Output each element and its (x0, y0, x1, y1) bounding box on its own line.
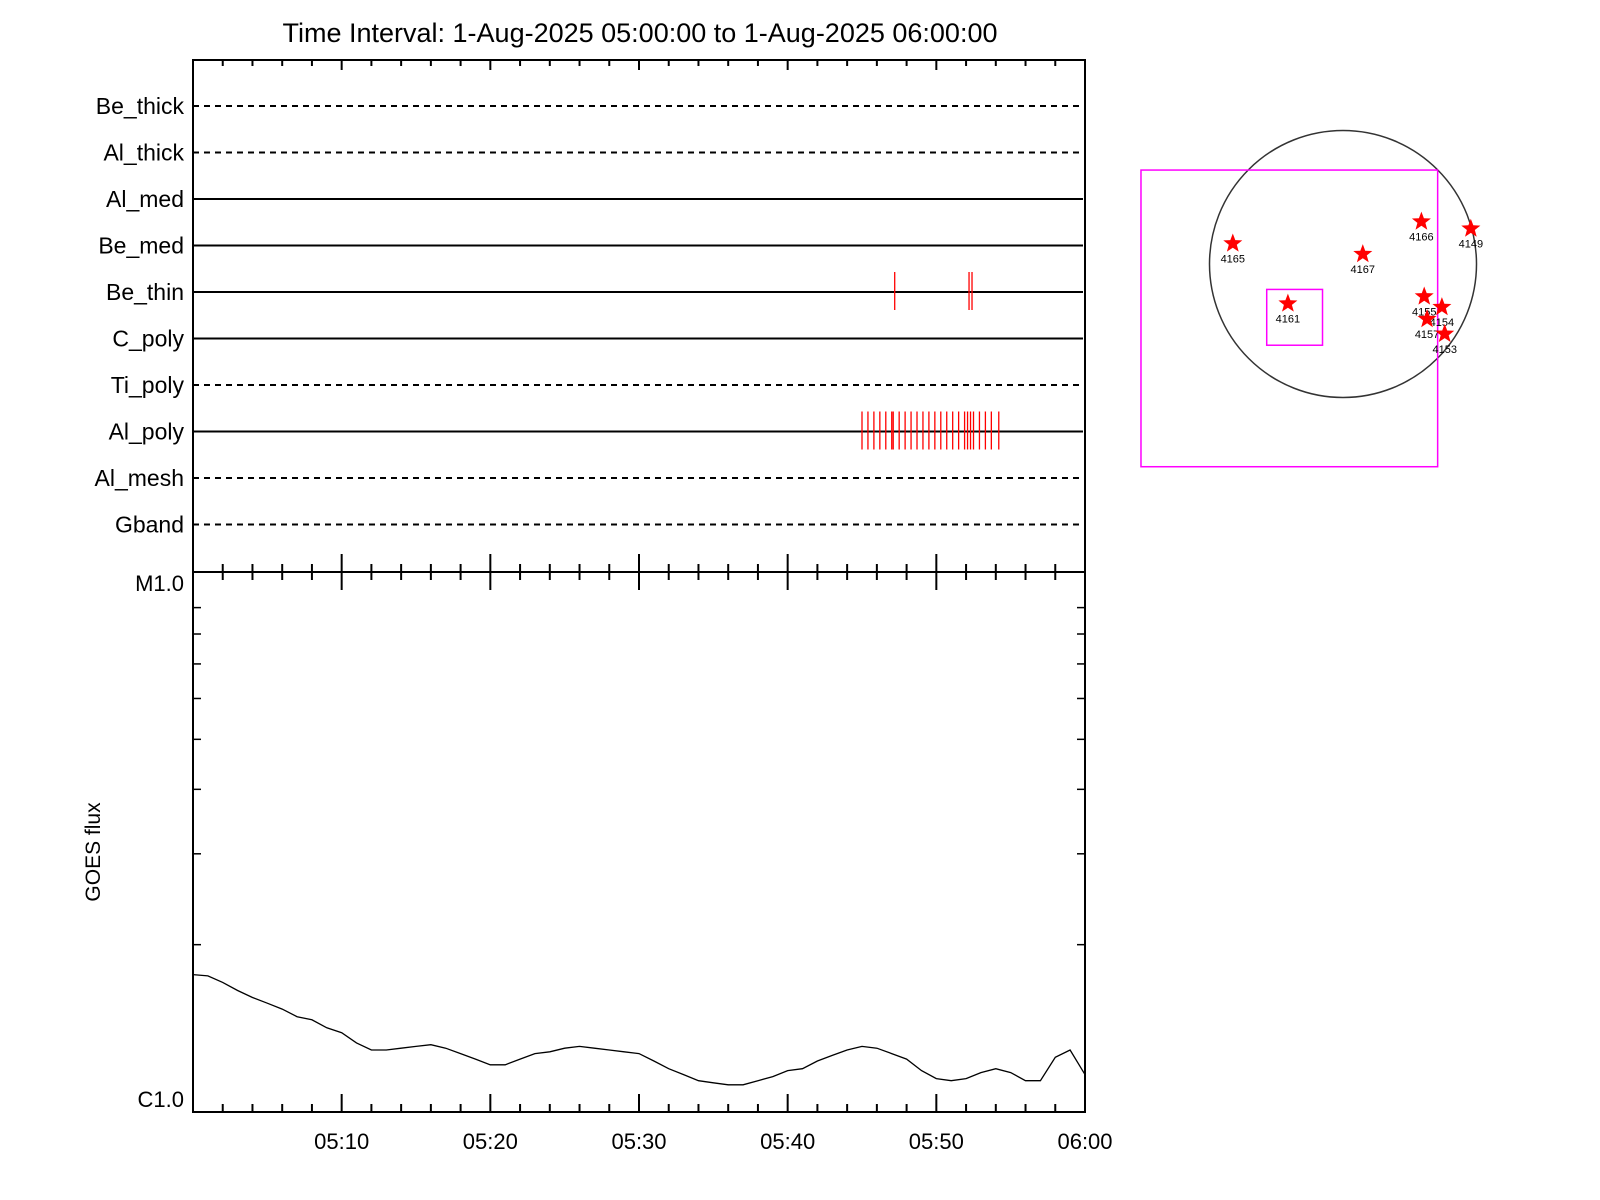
goes-flux-curve (192, 973, 1086, 1086)
goes-frame (192, 571, 1086, 1113)
x-tick-label-05:30: 05:30 (611, 1129, 666, 1154)
region-label-4155: 4155 (1412, 306, 1436, 318)
target-box (1265, 288, 1324, 346)
chart-title: Time Interval: 1-Aug-2025 05:00:00 to 1-… (283, 18, 998, 48)
region-star-4157 (1417, 309, 1437, 328)
x-tick-label-05:20: 05:20 (463, 1129, 518, 1154)
row-label-Al_thick: Al_thick (103, 140, 184, 166)
region-label-4167: 4167 (1351, 264, 1375, 276)
row-label-Be_thick: Be_thick (96, 93, 185, 119)
row-label-Be_thin: Be_thin (106, 279, 184, 305)
solar-disk-limb (1208, 129, 1478, 399)
x-tick-label-05:10: 05:10 (314, 1129, 369, 1154)
region-label-4157: 4157 (1415, 329, 1439, 341)
region-star-4154 (1432, 297, 1452, 316)
region-star-4149 (1461, 218, 1481, 237)
region-label-4149: 4149 (1459, 239, 1483, 251)
region-star-4165 (1223, 233, 1243, 252)
row-label-Al_mesh: Al_mesh (95, 465, 184, 491)
x-tick-label-05:50: 05:50 (909, 1129, 964, 1154)
region-star-4161 (1278, 293, 1298, 312)
region-label-4154: 4154 (1430, 317, 1454, 329)
row-label-C_poly: C_poly (112, 326, 184, 352)
timeline-panel: Be_thick Al_thick Al_med Be_med Be_thin C_pol… (95, 59, 1086, 573)
x-tick-label-06:00: 06:00 (1057, 1129, 1112, 1154)
timeline-frame (192, 59, 1086, 573)
y-tick-label-bottom: C1.0 (138, 1087, 184, 1112)
region-label-4165: 4165 (1221, 254, 1245, 266)
row-label-Al_poly: Al_poly (109, 419, 185, 445)
x-tick-label-05:40: 05:40 (760, 1129, 815, 1154)
row-label-Ti_poly: Ti_poly (111, 372, 185, 398)
row-label-Gband: Gband (115, 512, 184, 538)
goes-flux-panel: M1.0 C1.0 GOES flux 05:10 05:20 05:30 05:40 05:… (82, 571, 1113, 1154)
y-tick-label-top: M1.0 (135, 571, 184, 596)
y-axis-label: GOES flux (82, 802, 105, 902)
fov-box (1140, 169, 1439, 468)
region-star-4153 (1435, 323, 1455, 342)
row-label-Be_med: Be_med (98, 233, 184, 259)
region-label-4153: 4153 (1432, 344, 1456, 356)
region-star-4155 (1414, 286, 1434, 305)
region-star-4167 (1353, 244, 1373, 263)
region-label-4166: 4166 (1409, 232, 1433, 244)
region-label-4161: 4161 (1276, 314, 1300, 326)
row-label-Al_med: Al_med (106, 186, 184, 212)
region-star-4166 (1411, 211, 1431, 230)
